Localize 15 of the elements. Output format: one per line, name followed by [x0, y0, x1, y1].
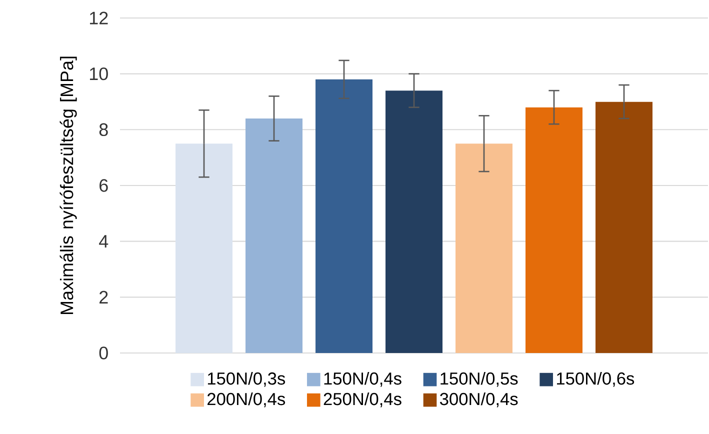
y-tick-label: 2 [100, 290, 108, 304]
legend-label: 250N/0,4s [324, 392, 402, 408]
y-axis-title: Maximális nyírófeszültség [MPa] [60, 56, 77, 314]
legend-label: 150N/0,5s [440, 372, 518, 387]
legend-label: 300N/0,4s [440, 392, 518, 408]
y-tick-label: 10 [90, 67, 108, 80]
y-tick-label: 0 [99, 346, 108, 360]
y-tick-label: 6 [100, 179, 108, 192]
y-tick-label: 12 [90, 12, 108, 24]
y-tick-label: 4 [99, 235, 108, 248]
legend-label: 150N/0,6s [556, 372, 634, 387]
legend-label: 150N/0,4s [324, 372, 402, 387]
legend-label: 200N/0,4s [208, 392, 286, 408]
legend-label: 150N/0,3s [208, 372, 286, 387]
y-tick-label: 8 [99, 123, 108, 136]
